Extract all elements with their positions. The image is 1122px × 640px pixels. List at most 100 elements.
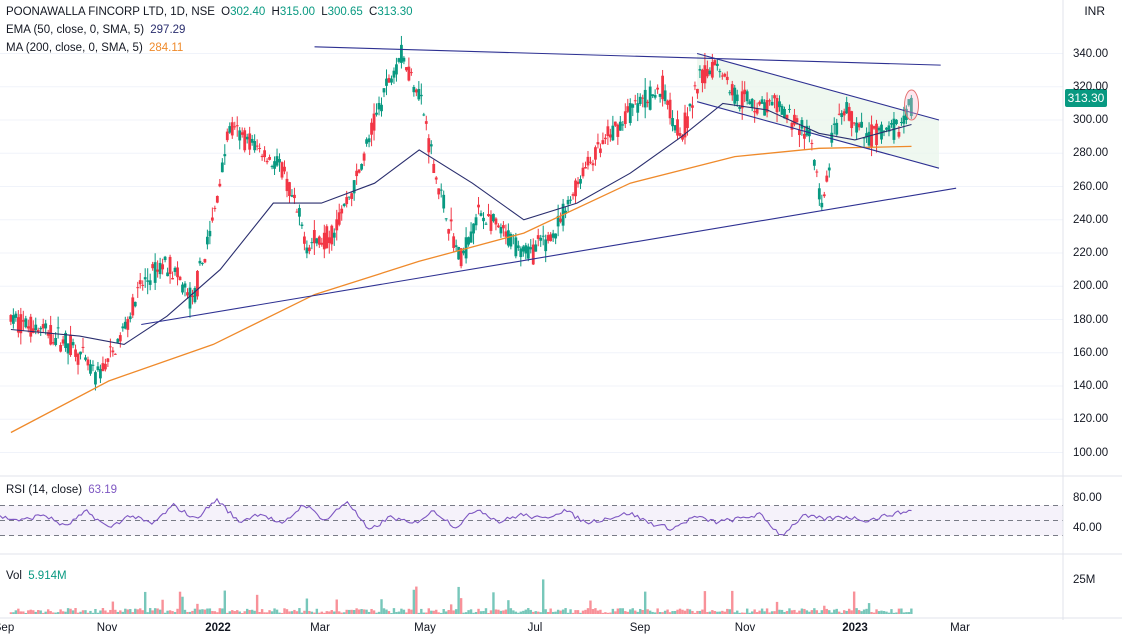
candle-body [315,238,319,244]
candle-body [646,101,650,104]
volume-bar [79,611,82,614]
volume-bar [783,612,786,614]
volume-bar [489,610,493,614]
candle [656,84,660,94]
volume-bar [867,603,871,614]
volume-bar [203,609,207,614]
candle [215,195,219,204]
candle [106,357,110,368]
candle-body [59,345,63,352]
candle-body [330,225,334,245]
candle-body [225,131,229,141]
candle [452,233,456,253]
candle-body [765,100,769,113]
candle [325,224,329,249]
candle-body [531,244,535,265]
volume-bar [303,610,306,614]
volume-bar [32,610,35,614]
candle [126,316,130,338]
candle [273,156,276,176]
candle [357,169,361,174]
volume-bar [512,610,515,614]
candle [887,121,891,137]
candle [715,59,719,71]
volume-bar [900,608,903,614]
candle [775,94,779,123]
ma-legend[interactable]: MA (200, close, 0, SMA, 5) 284.11 [6,40,186,56]
candle-body [148,280,152,285]
candle [506,223,510,248]
candle [66,343,70,365]
candle [315,237,319,247]
volume-bar [753,609,756,614]
candle [574,178,577,204]
candle-body [750,98,754,108]
low-label: L [321,6,328,18]
candle-body [509,234,513,247]
candle-body [171,278,174,280]
volume-bar [472,612,475,614]
volume-bar [507,600,510,614]
volume-bar [770,611,774,614]
candle-body [198,260,202,264]
volume-bar [619,608,622,614]
volume-legend[interactable]: Vol 5.914M [6,568,70,584]
volume-bar [44,611,47,614]
volume-bar [691,610,694,614]
volume-bar [176,608,179,614]
volume-bar [151,610,154,614]
candle [753,99,757,123]
candle-body [196,270,199,297]
candle [623,103,627,129]
volume-bar [688,609,692,614]
candle [210,207,214,223]
candle [148,273,152,291]
volume-bar [243,611,246,614]
volume-bar [452,610,455,614]
candle-body [907,99,911,106]
candle [382,88,386,98]
symbol-label[interactable]: POONAWALLA FINCORP LTD, 1D, NSE [6,6,215,18]
price-tick-label: 160.00 [1073,346,1109,359]
candle-body [705,68,709,77]
volume-bar [494,609,498,614]
candle-body [337,212,341,225]
candle [519,246,523,267]
volume-bar [298,608,301,614]
time-tick-label: Nov [96,622,118,634]
time-tick-label: 2022 [205,622,231,634]
candle-body [832,123,836,125]
candle-body [188,287,192,309]
candle [504,224,508,245]
candle-body [278,158,281,163]
volume-bar [238,611,241,614]
candle-body [673,125,677,131]
candle-body [516,245,520,249]
candle-body [342,203,346,206]
candle [370,118,373,147]
rsi-legend[interactable]: RSI (14, close) 63.19 [6,482,120,498]
candle [790,120,794,137]
candle-body [235,125,239,127]
candle [860,112,864,128]
candle-body [205,236,209,245]
volume-bar [895,612,898,614]
volume-bar [268,610,271,614]
candle-body [830,132,834,143]
candle [340,205,344,221]
volume-bar [835,608,838,614]
volume-bar [236,610,239,614]
candle [788,104,791,113]
candle [14,311,18,322]
candle-body [723,73,727,77]
candle-body [860,121,864,128]
candle [890,119,893,128]
volume-bar [345,609,348,614]
candle-body [544,239,548,252]
time-tick-label: 2023 [842,622,868,634]
ema-legend[interactable]: EMA (50, close, 0, SMA, 5) 297.29 [6,22,188,38]
price-tick-label: 280.00 [1073,147,1109,160]
candle [832,117,836,135]
candle-body [320,242,324,245]
